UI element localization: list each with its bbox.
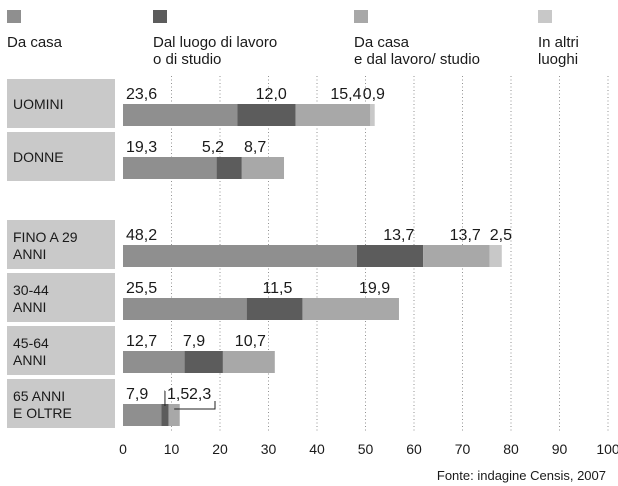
- source-note: Fonte: indagine Censis, 2007: [437, 468, 606, 483]
- legend: Da casa Dal luogo di lavoro o di studio Da …: [7, 10, 579, 68]
- bar-segment-da-casa-e-dal-lavoro-studio: [241, 157, 285, 179]
- row-label-box: [7, 379, 115, 428]
- row-donne: DONNE 19,3 5,2 8,7: [7, 132, 285, 181]
- bar-segment-da-casa-e-dal-lavoro-studio: [295, 104, 371, 126]
- value-label-da-casa-e-dal-lavoro-studio: 10,7: [235, 333, 266, 350]
- tick-label-100: 100: [596, 441, 618, 457]
- legend-label-1: Da casa: [7, 34, 63, 51]
- row-label-box: [7, 220, 115, 269]
- bar-segment-da-casa: [123, 157, 217, 179]
- legend-swatch-1: [7, 10, 21, 23]
- legend-label-3: Da casa e dal lavoro/ studio: [354, 34, 480, 68]
- row-label: 65 ANNI E OLTRE: [13, 388, 72, 421]
- tick-label-10: 10: [164, 441, 180, 457]
- value-label-dal-luogo-di-lavoro-o-di-studio: 5,2: [202, 139, 224, 156]
- row-65-anni-e-oltre: 65 ANNI E OLTRE 7,9 1,5 2,3: [7, 379, 216, 428]
- value-label-dal-luogo-di-lavoro-o-di-studio: 13,7: [383, 227, 414, 244]
- bar-segment-dal-luogo-di-lavoro-o-di-studio: [161, 404, 169, 426]
- row-45-64-anni: 45-64 ANNI 12,7 7,9 10,7: [7, 326, 275, 375]
- leader-line-2: [174, 401, 216, 410]
- legend-swatch-3: [354, 10, 368, 23]
- value-label-da-casa: 23,6: [126, 86, 157, 103]
- value-label-da-casa: 12,7: [126, 333, 157, 350]
- row-label: 30-44 ANNI: [13, 282, 49, 315]
- value-label-dal-luogo-di-lavoro-o-di-studio: 12,0: [256, 86, 287, 103]
- bar-segment-da-casa-e-dal-lavoro-studio: [423, 245, 490, 267]
- row-label-box: [7, 132, 115, 181]
- legend-label-2: Dal luogo di lavoro o di studio: [153, 34, 277, 68]
- row-label: DONNE: [13, 149, 64, 165]
- value-label-in-altri-luoghi: 0,9: [363, 86, 385, 103]
- row-label: UOMINI: [13, 96, 64, 112]
- tick-label-60: 60: [406, 441, 422, 457]
- value-label-dal-luogo-di-lavoro-o-di-studio: 7,9: [183, 333, 205, 350]
- row-label: FINO A 29 ANNI: [13, 229, 78, 262]
- bar-segment-da-casa-e-dal-lavoro-studio: [222, 351, 275, 373]
- bar-segment-da-casa: [123, 404, 162, 426]
- value-label-da-casa: 25,5: [126, 280, 157, 297]
- bar-rows: UOMINI 23,6 12,0 15,4 0,9 DONNE 19,3 5,2 8,7 FINO…: [7, 79, 512, 428]
- tick-label-80: 80: [503, 441, 519, 457]
- tick-label-40: 40: [309, 441, 325, 457]
- tick-label-90: 90: [552, 441, 568, 457]
- bar-segment-da-casa: [123, 351, 185, 373]
- row-label-box: [7, 326, 115, 375]
- legend-swatch-4: [538, 10, 552, 23]
- value-label-dal-luogo-di-lavoro-o-di-studio: 11,5: [262, 280, 292, 297]
- row-fino-a-29-anni: FINO A 29 ANNI 48,2 13,7 13,7 2,5: [7, 220, 512, 269]
- bar-segment-dal-luogo-di-lavoro-o-di-studio: [184, 351, 223, 373]
- value-label-da-casa-e-dal-lavoro-studio: 13,7: [450, 227, 481, 244]
- value-label-da-casa-e-dal-lavoro-studio: 19,9: [359, 280, 390, 297]
- value-label-da-casa-e-dal-lavoro-studio: 2,3: [189, 386, 211, 403]
- tick-label-70: 70: [455, 441, 471, 457]
- bar-segment-da-casa: [123, 298, 247, 320]
- row-label-box: [7, 273, 115, 322]
- x-axis: 0 10 20 30 40 50 60 70 80 90 100: [119, 441, 618, 457]
- value-label-da-casa: 48,2: [126, 227, 157, 244]
- bar-segment-in-altri-luoghi: [489, 245, 502, 267]
- bar-segment-in-altri-luoghi: [370, 104, 375, 126]
- bar-segment-da-casa-e-dal-lavoro-studio: [168, 404, 180, 426]
- bar-segment-da-casa: [123, 245, 357, 267]
- value-label-da-casa: 19,3: [126, 139, 157, 156]
- value-label-in-altri-luoghi: 2,5: [490, 227, 512, 244]
- bar-segment-da-casa: [123, 104, 238, 126]
- value-label-dal-luogo-di-lavoro-o-di-studio: 1,5: [167, 386, 189, 403]
- row-30-44-anni: 30-44 ANNI 25,5 11,5 19,9: [7, 273, 399, 322]
- tick-label-50: 50: [358, 441, 374, 457]
- value-label-da-casa: 7,9: [126, 386, 148, 403]
- tick-label-30: 30: [261, 441, 277, 457]
- tick-label-0: 0: [119, 441, 127, 457]
- value-label-da-casa-e-dal-lavoro-studio: 8,7: [244, 139, 266, 156]
- row-label-box: [7, 79, 115, 128]
- tick-label-20: 20: [212, 441, 228, 457]
- legend-swatch-2: [153, 10, 167, 23]
- bar-segment-da-casa-e-dal-lavoro-studio: [302, 298, 399, 320]
- row-uomini: UOMINI 23,6 12,0 15,4 0,9: [7, 79, 385, 128]
- bar-segment-dal-luogo-di-lavoro-o-di-studio: [246, 298, 303, 320]
- legend-label-4: In altri luoghi: [538, 34, 579, 68]
- row-label: 45-64 ANNI: [13, 335, 49, 368]
- bar-segment-dal-luogo-di-lavoro-o-di-studio: [216, 157, 242, 179]
- bar-segment-dal-luogo-di-lavoro-o-di-studio: [237, 104, 296, 126]
- value-label-da-casa-e-dal-lavoro-studio: 15,4: [330, 86, 361, 103]
- bar-segment-dal-luogo-di-lavoro-o-di-studio: [356, 245, 424, 267]
